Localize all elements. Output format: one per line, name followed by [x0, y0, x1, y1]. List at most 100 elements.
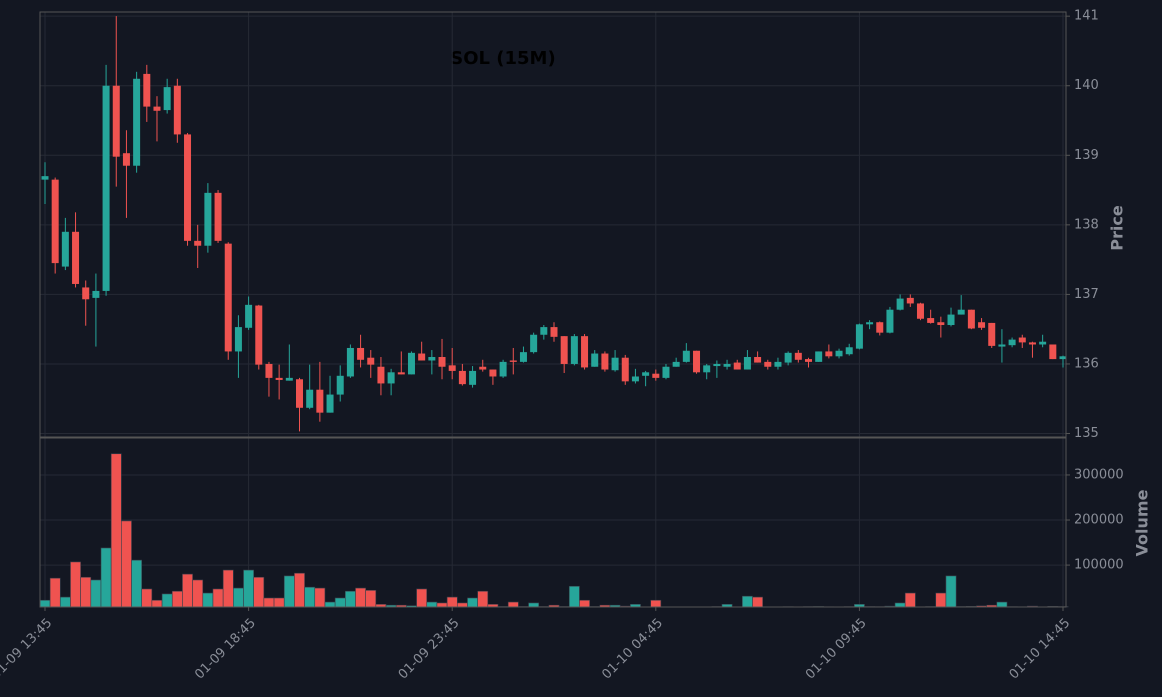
candle-body	[214, 192, 222, 241]
candle-body	[896, 298, 904, 310]
candle-body	[876, 322, 884, 333]
candle-body	[866, 322, 874, 325]
volume-bar	[334, 597, 346, 608]
candle-body	[1059, 356, 1067, 360]
volume-bar	[283, 575, 295, 608]
candle-body	[336, 375, 344, 395]
candle-body	[998, 344, 1006, 347]
volume-bar	[70, 561, 81, 608]
chart-title: SOL (15M)	[450, 48, 555, 69]
candle-body	[377, 366, 385, 384]
volume-axis-label: Volume	[1133, 489, 1152, 556]
candle-body	[245, 304, 253, 328]
candle-body	[469, 370, 477, 385]
volume-bar	[436, 602, 448, 608]
candle-body	[743, 357, 751, 370]
candle-body	[163, 87, 171, 111]
candle-body	[234, 327, 242, 352]
x-tick-label: 01-09 13:45	[0, 616, 55, 683]
candle-body	[255, 305, 263, 365]
volume-bar	[273, 597, 285, 608]
candle-body	[723, 363, 731, 367]
candle-body	[1049, 344, 1057, 360]
candle-body	[316, 389, 324, 413]
candle-body	[581, 336, 589, 368]
volume-bar	[345, 590, 356, 608]
volume-tick-label: 100000	[1074, 558, 1124, 573]
volume-bar	[263, 597, 275, 608]
volume-bar	[90, 579, 102, 608]
candle-body	[845, 347, 853, 355]
candle-body	[693, 350, 701, 373]
candle-body	[418, 353, 426, 361]
volume-bar	[579, 599, 590, 608]
candle-body	[703, 365, 711, 373]
candle-body	[1039, 341, 1047, 345]
volume-bar	[294, 572, 305, 608]
candle-body	[306, 389, 314, 408]
candle-body	[479, 366, 487, 370]
volume-bar	[365, 590, 377, 608]
candle-body	[204, 192, 212, 246]
volume-bar	[935, 592, 947, 608]
y-tick-label: 140	[1074, 78, 1099, 93]
candle-body	[662, 366, 670, 378]
candle-body	[407, 352, 415, 375]
candle-body	[326, 394, 334, 413]
volume-tick-label: 300000	[1074, 467, 1124, 482]
candle-body	[631, 376, 639, 382]
candle-body	[173, 85, 181, 135]
volume-bar	[355, 587, 366, 608]
volume-bar	[507, 601, 519, 608]
candle-body	[621, 357, 629, 382]
volume-panel-frame	[39, 437, 1067, 608]
candle-body	[764, 361, 772, 367]
candle-body	[346, 347, 354, 377]
candle-body	[509, 360, 517, 362]
volume-bar	[49, 577, 61, 608]
volume-bar	[477, 590, 489, 608]
volume-bar	[996, 601, 1008, 608]
y-tick-label: 138	[1074, 217, 1099, 232]
x-tick-label: 01-10 04:45	[599, 616, 666, 683]
candle-body	[550, 327, 558, 337]
candle-body	[458, 370, 466, 385]
candle-body	[611, 357, 619, 371]
candle-body	[642, 372, 650, 376]
candle-body	[102, 85, 110, 291]
candle-body	[988, 322, 996, 346]
volume-bar	[304, 586, 316, 608]
volume-bar	[141, 588, 153, 608]
volume-bar	[324, 601, 336, 608]
volume-bar	[121, 520, 132, 608]
candle-body	[947, 314, 955, 326]
volume-bar	[39, 599, 51, 608]
volume-bar	[467, 597, 478, 608]
candle-body	[387, 372, 395, 384]
candle-body	[153, 106, 161, 111]
volume-bar	[894, 602, 906, 608]
volume-bar	[161, 593, 173, 608]
candle-body	[754, 357, 762, 363]
volume-tick-label: 200000	[1074, 513, 1124, 528]
candle-body	[906, 297, 914, 304]
candle-body	[540, 327, 548, 335]
volume-bar	[243, 569, 254, 608]
volume-bar	[212, 588, 224, 608]
candle-body	[428, 357, 436, 361]
candle-body	[815, 351, 823, 362]
volume-bar	[131, 559, 143, 608]
volume-bar	[945, 575, 957, 608]
volume-bar	[456, 602, 468, 608]
candle-body	[682, 350, 690, 362]
candle-body	[92, 290, 100, 298]
candle-body	[855, 324, 863, 349]
candle-body	[122, 153, 130, 166]
volume-bar	[222, 569, 234, 608]
volume-bar	[752, 596, 763, 608]
candle-body	[967, 309, 975, 329]
x-tick-label: 01-09 18:45	[192, 616, 259, 683]
candle-body	[652, 373, 660, 378]
candle-body	[72, 231, 80, 284]
